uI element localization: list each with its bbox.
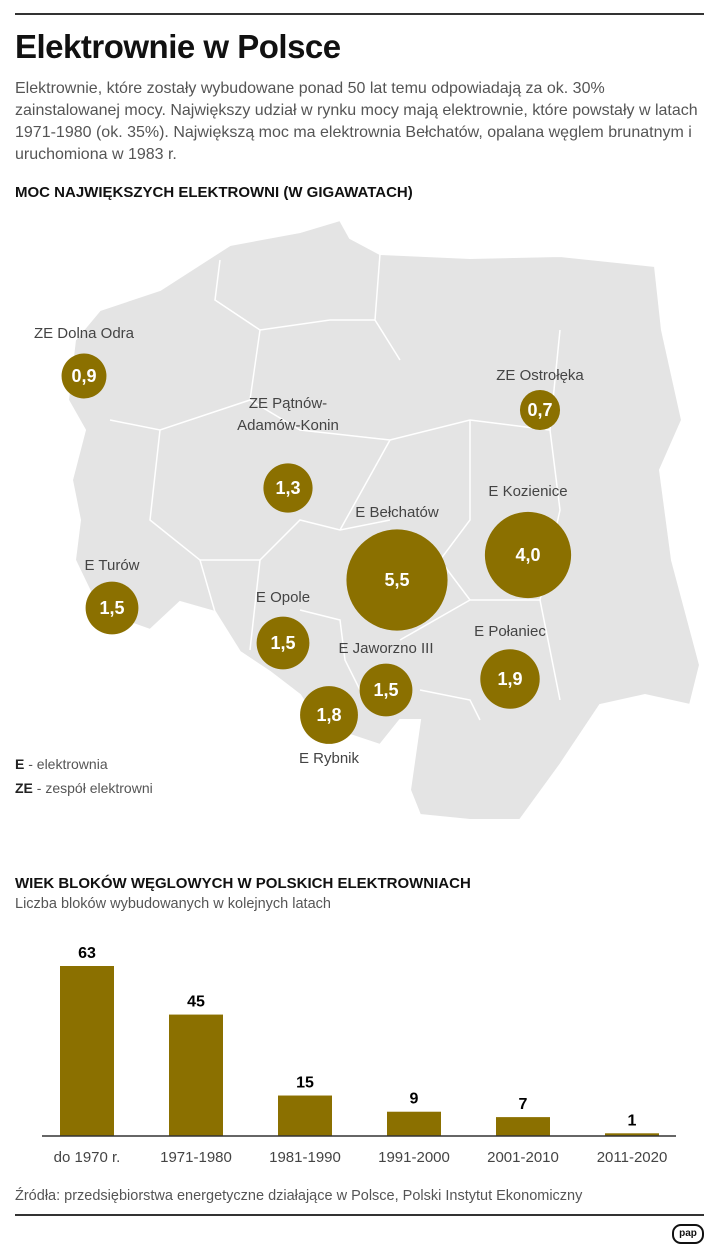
plant-marker: 1,3 ZE Pątnów- Adamów-Konin xyxy=(237,395,339,513)
plant-marker: 1,9 E Połaniec xyxy=(474,623,546,709)
plant-value: 1,8 xyxy=(316,705,341,725)
bar-value-label: 15 xyxy=(296,1075,314,1092)
legend-item-e: E - elektrownia xyxy=(15,756,108,772)
legend-item-ze: ZE - zespół elektrowni xyxy=(15,780,153,796)
plant-circle xyxy=(480,649,540,709)
bar xyxy=(496,1117,550,1136)
plant-circle xyxy=(256,616,310,670)
plant-marker: 0,7 ZE Ostrołęka xyxy=(496,367,584,431)
plant-marker: 1,5 E Turów xyxy=(84,557,140,635)
bar xyxy=(605,1133,659,1136)
plant-value: 1,3 xyxy=(275,478,300,498)
x-tick-label: 1981-1990 xyxy=(269,1149,341,1166)
plant-name: ZE Dolna Odra xyxy=(34,325,135,342)
x-tick-label: 1991-2000 xyxy=(378,1149,450,1166)
chart-title: WIEK BLOKÓW WĘGLOWYCH W POLSKICH ELEKTRO… xyxy=(15,875,471,892)
plant-value: 1,5 xyxy=(373,680,398,700)
x-tick-label: 1971-1980 xyxy=(160,1149,232,1166)
map-title: MOC NAJWIĘKSZYCH ELEKTROWNI (W GIGAWATAC… xyxy=(15,184,413,201)
plant-name: E Jaworzno III xyxy=(338,640,433,657)
plant-marker: 4,0 E Kozienice xyxy=(484,483,572,599)
plant-name: E Turów xyxy=(84,557,139,574)
plant-circle xyxy=(300,686,358,744)
plant-circle xyxy=(263,463,313,513)
plant-circle xyxy=(484,511,572,599)
pap-logo: pap xyxy=(672,1224,704,1244)
plant-name: ZE Ostrołęka xyxy=(496,367,584,384)
plant-name: ZE Pątnów- xyxy=(249,395,327,412)
bar xyxy=(60,966,114,1136)
bar-value-label: 7 xyxy=(519,1096,528,1113)
plant-circle xyxy=(61,353,107,399)
poland-outline xyxy=(66,218,702,821)
plant-name: E Rybnik xyxy=(299,750,360,767)
plant-marker: 5,5 E Bełchatów xyxy=(346,504,448,631)
plant-name: Adamów-Konin xyxy=(237,417,339,434)
plant-value: 1,9 xyxy=(497,669,522,689)
plant-marker: 1,5 E Opole xyxy=(256,589,310,670)
x-tick-label: do 1970 r. xyxy=(54,1149,121,1166)
bar xyxy=(387,1111,441,1136)
plant-value: 4,0 xyxy=(515,545,540,565)
bar xyxy=(278,1095,332,1136)
bar-chart: 63 do 1970 r. 45 1971-1980 15 1981-1990 9 1991-… xyxy=(42,945,676,1166)
bottom-rule xyxy=(15,1214,704,1216)
plant-circle xyxy=(359,663,413,717)
plant-name: E Kozienice xyxy=(488,483,567,500)
plant-value: 1,5 xyxy=(99,598,124,618)
voivodeship-borders xyxy=(109,253,561,721)
bar xyxy=(169,1014,223,1136)
x-tick-label: 2001-2010 xyxy=(487,1149,559,1166)
top-rule xyxy=(15,13,704,15)
plant-circle xyxy=(85,581,139,635)
chart-subtitle: Liczba bloków wybudowanych w kolejnych l… xyxy=(15,896,331,912)
bar-value-label: 1 xyxy=(628,1112,637,1129)
bar-value-label: 9 xyxy=(410,1091,419,1108)
plant-value: 5,5 xyxy=(384,570,409,590)
poland-map: 0,9 ZE Dolna Odra 0,7 ZE Ostrołęka 1,3 ZE Pąt… xyxy=(34,218,702,821)
plant-marker: 1,8 E Rybnik xyxy=(299,686,360,767)
plant-name: E Bełchatów xyxy=(355,504,439,521)
plant-value: 1,5 xyxy=(270,633,295,653)
plant-name: E Opole xyxy=(256,589,310,606)
plant-name: E Połaniec xyxy=(474,623,546,640)
plant-value: 0,9 xyxy=(71,366,96,386)
plant-marker: 0,9 ZE Dolna Odra xyxy=(34,325,135,399)
plant-marker: 1,5 E Jaworzno III xyxy=(338,640,434,717)
plant-circle xyxy=(519,389,561,431)
bar-value-label: 45 xyxy=(187,994,205,1011)
plant-circle xyxy=(346,529,448,631)
map-legend: E - elektrownia ZE - zespół elektrowni xyxy=(15,752,153,800)
bar-value-label: 63 xyxy=(78,945,96,962)
x-tick-label: 2011-2020 xyxy=(597,1149,668,1166)
plant-value: 0,7 xyxy=(527,400,552,420)
source-note: Źródła: przedsiębiorstwa energetyczne dz… xyxy=(15,1188,583,1204)
page-title: Elektrownie w Polsce xyxy=(15,28,341,65)
lead-text: Elektrownie, które zostały wybudowane po… xyxy=(15,80,698,163)
